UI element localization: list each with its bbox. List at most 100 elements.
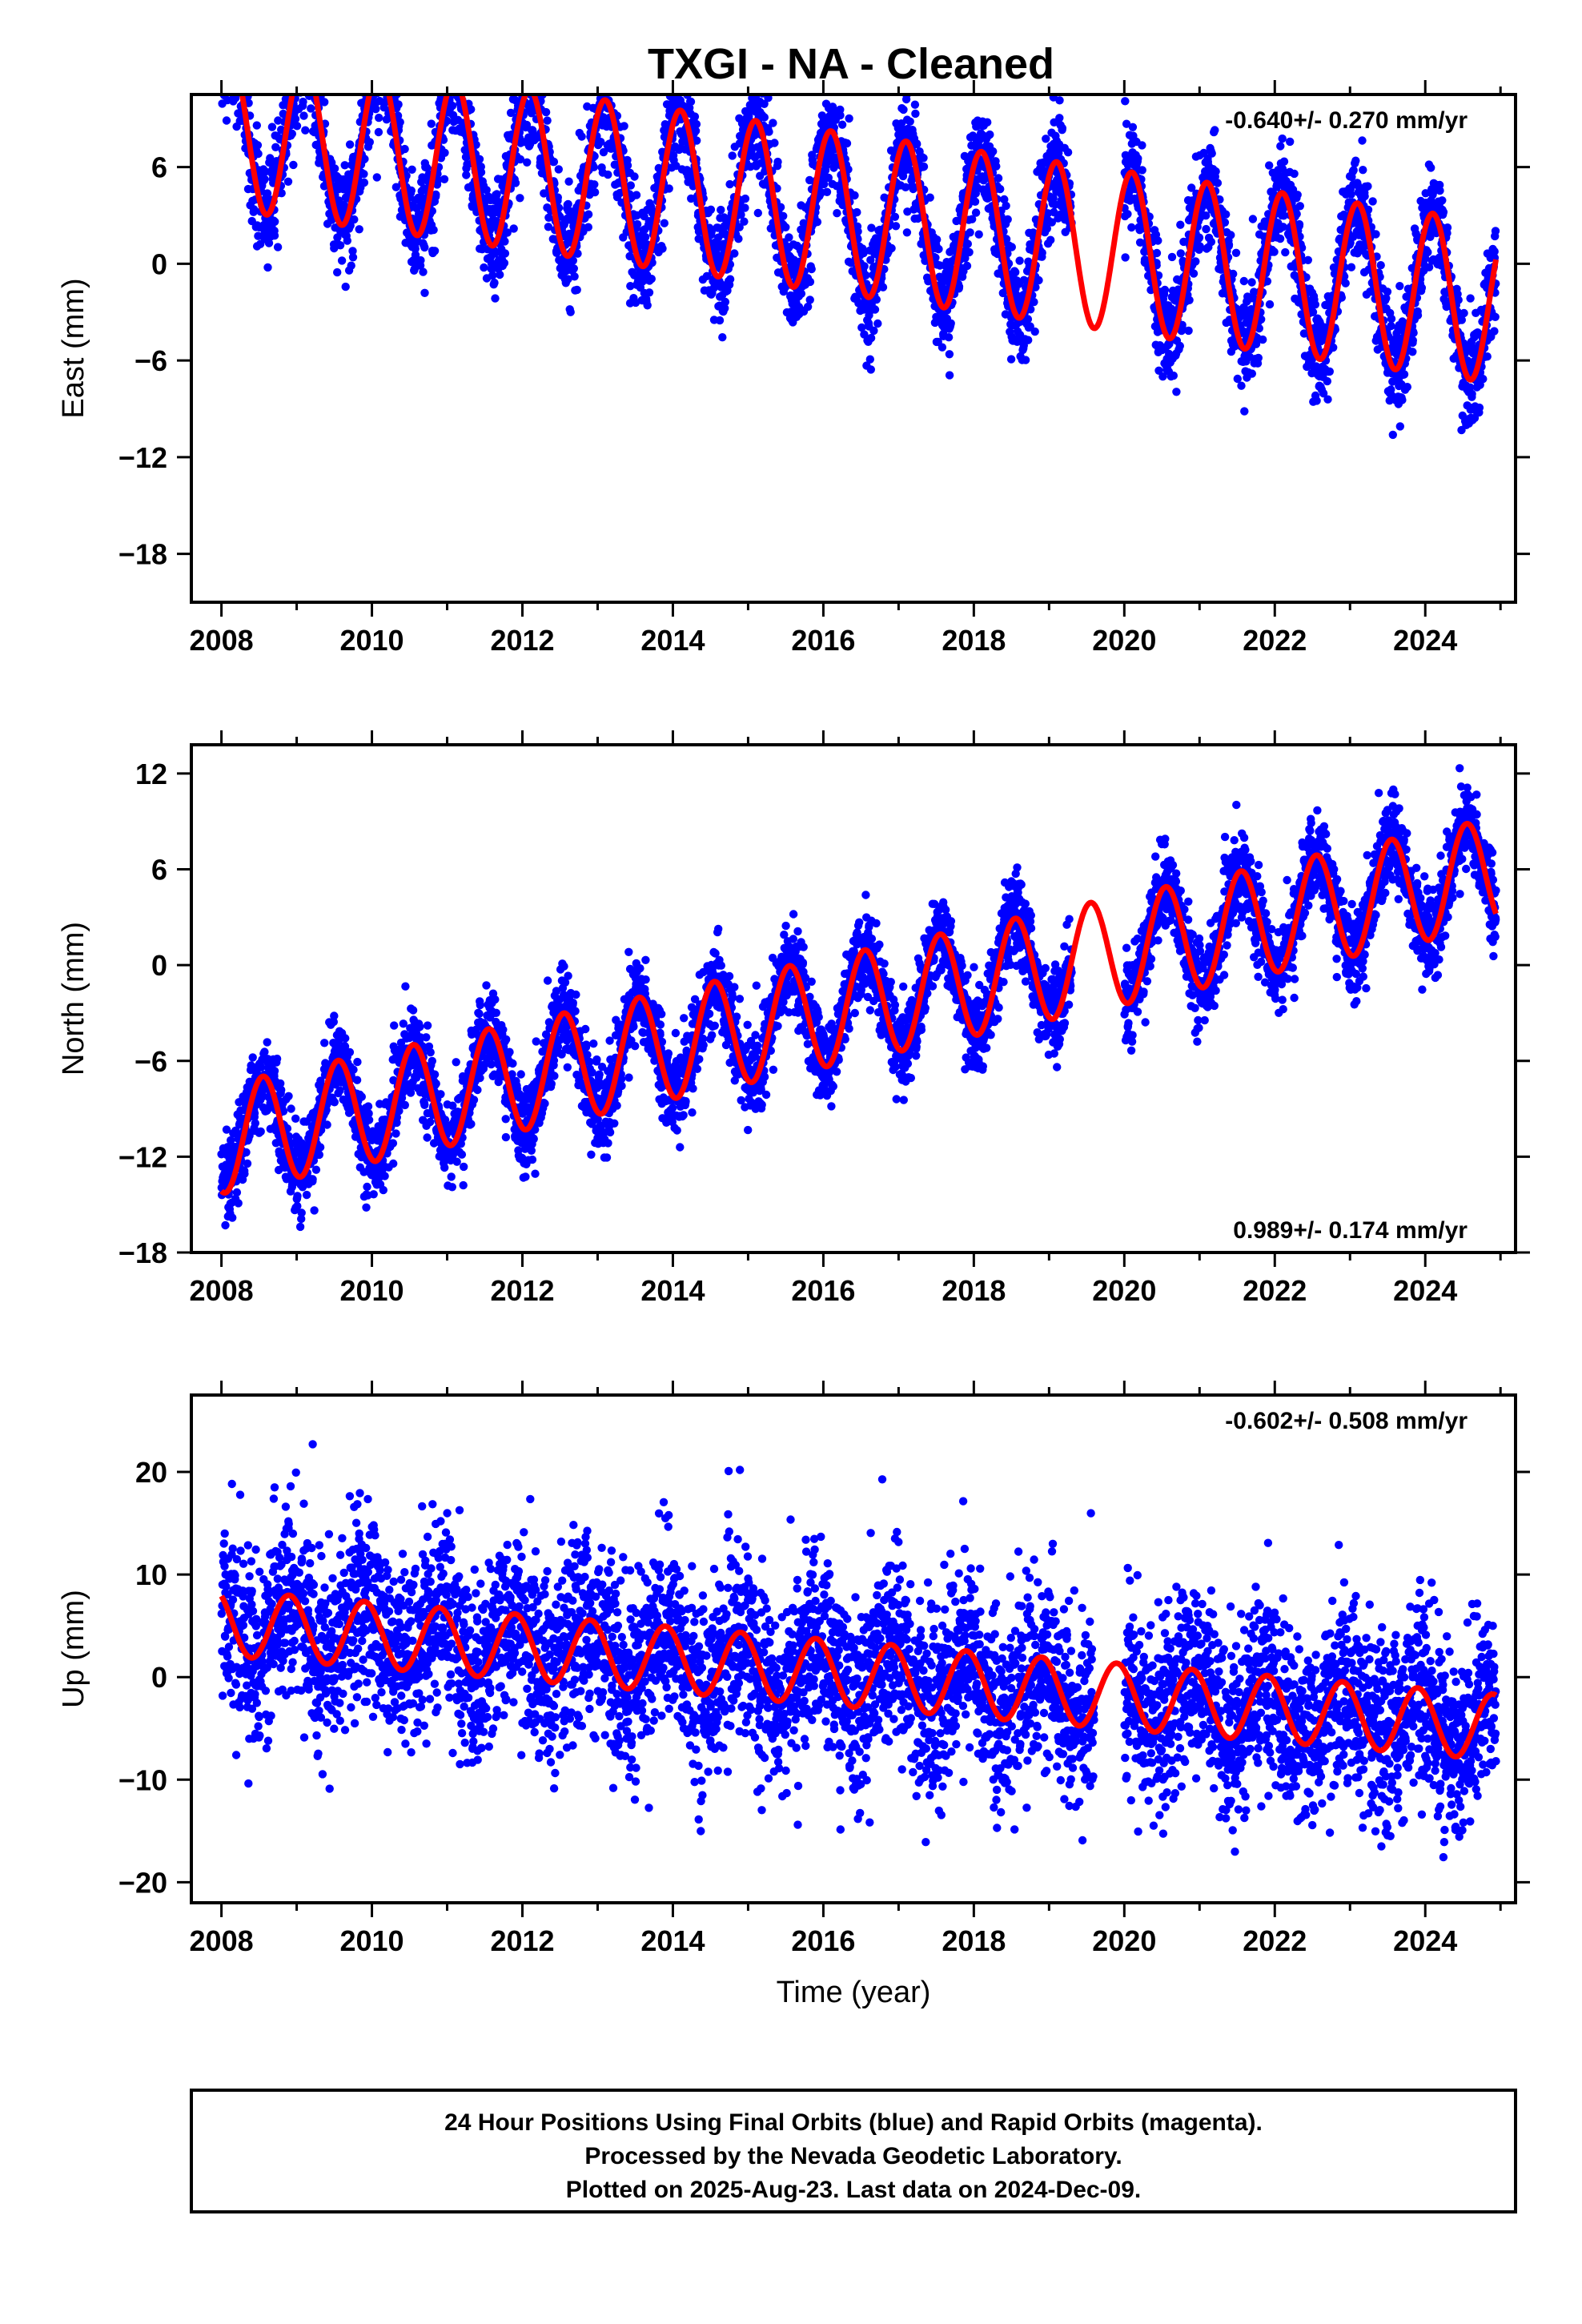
east-data-point [870, 305, 880, 314]
east-data-point [384, 75, 392, 83]
east-data-point [291, 70, 299, 78]
east-data-point [337, 256, 347, 265]
east-data-point [366, 69, 374, 77]
east-data-point [448, 53, 456, 61]
east-data-point [383, 50, 391, 58]
east-data-point [303, 57, 311, 65]
east-data-point [530, 69, 538, 77]
east-data-point [227, 71, 235, 79]
east-data-point [1247, 278, 1256, 287]
east-data-point [1279, 211, 1288, 220]
east-data-point [1167, 252, 1177, 262]
east-data-point [531, 75, 539, 83]
east-data-point [219, 24, 227, 32]
east-data-point [526, 61, 534, 69]
east-data-point [1202, 224, 1211, 234]
east-data-point [381, 49, 389, 57]
east-data-point [1299, 329, 1309, 338]
east-data-point [220, 35, 228, 43]
east-data-point [853, 207, 861, 217]
east-data-point [779, 211, 788, 220]
east-data-point [965, 247, 974, 257]
east-data-point [599, 147, 608, 157]
east-data-point [429, 225, 438, 235]
east-data-point [374, 68, 382, 76]
east-data-point [1038, 248, 1046, 257]
east-data-point [533, 77, 541, 85]
east-data-point [490, 249, 500, 258]
east-data-point [1026, 305, 1035, 314]
east-data-point [1042, 224, 1052, 233]
east-data-point [235, 76, 243, 84]
east-data-point [1337, 293, 1347, 302]
east-data-point [314, 64, 322, 72]
east-data-point [541, 107, 551, 117]
east-data-point [277, 189, 286, 198]
east-data-point [302, 34, 310, 42]
east-data-point [380, 54, 388, 62]
east-data-point [989, 147, 998, 156]
east-data-point [500, 237, 509, 246]
east-data-point [367, 64, 375, 72]
east-data-point [1047, 218, 1057, 227]
east-data-point [345, 140, 355, 149]
east-data-point [518, 45, 526, 53]
east-data-point [296, 21, 304, 29]
east-data-point [730, 249, 739, 258]
east-data-point [1297, 310, 1306, 319]
east-data-point [462, 171, 471, 179]
east-data-point [805, 296, 814, 304]
east-data-point [227, 22, 235, 30]
east-data-point [1403, 383, 1412, 392]
east-data-point [376, 0, 384, 7]
east-data-point [367, 66, 375, 74]
east-data-point [223, 36, 231, 44]
east-data-point [298, 47, 306, 55]
east-data-point [1006, 355, 1016, 364]
east-data-point [446, 75, 454, 83]
east-data-point [1286, 137, 1295, 147]
east-data-point [456, 56, 464, 64]
east-data-point [1270, 247, 1279, 256]
east-data-point [237, 65, 245, 73]
east-data-point [873, 319, 882, 328]
east-data-point [506, 108, 516, 118]
east-data-point [285, 82, 293, 90]
east-data-point [509, 224, 518, 233]
east-data-point [1265, 300, 1275, 309]
east-data-point [238, 26, 246, 34]
east-data-point [1000, 195, 1009, 204]
east-data-point [303, 79, 311, 87]
east-data-point [813, 218, 822, 227]
east-data-point [454, 32, 462, 40]
east-data-point [418, 173, 427, 182]
east-data-point [741, 203, 749, 212]
east-data-point [375, 6, 383, 14]
east-data-point [227, 45, 235, 53]
east-data-point [232, 63, 240, 71]
east-data-point [227, 42, 235, 50]
east-data-point [446, 34, 454, 42]
east-data-point [241, 78, 249, 86]
east-data-point [223, 37, 231, 45]
east-data-point [626, 181, 635, 190]
east-data-point [589, 163, 598, 171]
east-data-point [760, 113, 769, 122]
east-data-point [527, 70, 535, 78]
east-data-point [312, 65, 320, 73]
east-data-point [725, 275, 735, 283]
east-data-point [1229, 269, 1238, 279]
east-data-point [1292, 210, 1301, 219]
east-data-point [311, 41, 319, 49]
east-data-point [235, 65, 243, 73]
east-data-point [658, 244, 667, 253]
east-data-point [568, 256, 577, 265]
east-data-point [382, 36, 390, 44]
east-data-point [528, 59, 536, 67]
east-data-point [1169, 371, 1178, 380]
east-data-point [1128, 123, 1138, 131]
east-data-point [221, 72, 229, 80]
east-data-point [307, 66, 315, 74]
east-data-point [1222, 210, 1231, 219]
